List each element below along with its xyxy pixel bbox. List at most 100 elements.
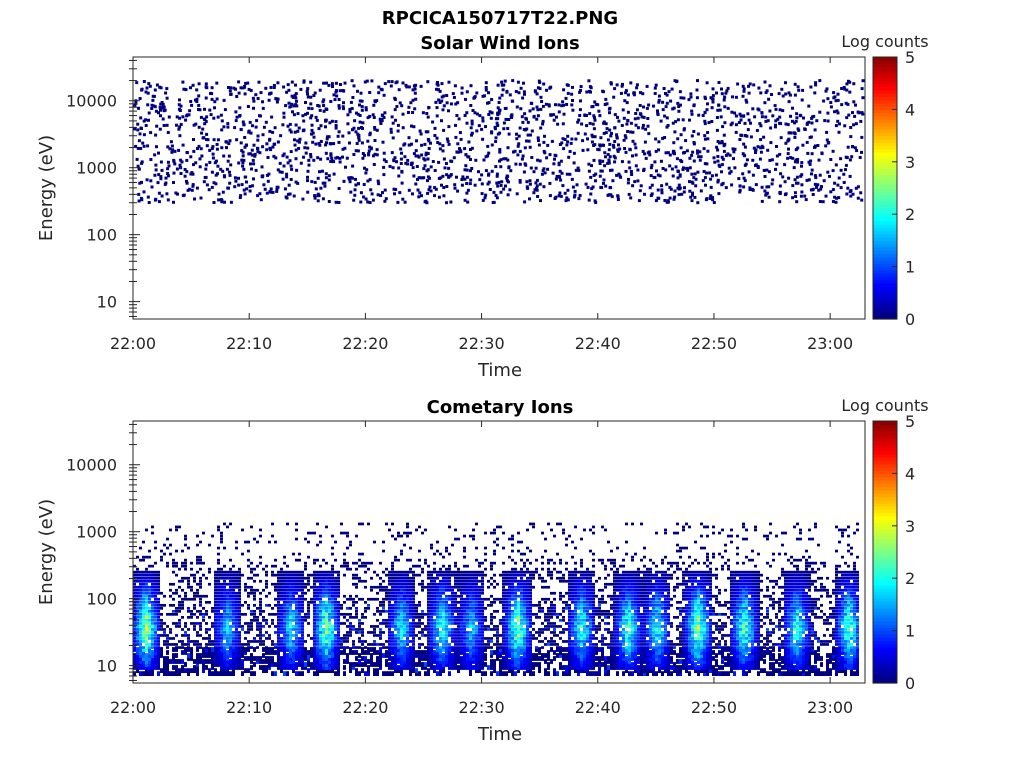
spectrogram-cell	[259, 534, 262, 538]
spectrogram-cell	[617, 143, 620, 147]
spectrogram-cell	[223, 585, 226, 589]
spectrogram-cell	[397, 646, 400, 649]
spectrogram-cell	[463, 198, 467, 202]
spectrogram-cell	[262, 125, 266, 129]
spectrogram-cell	[403, 573, 406, 577]
spectrogram-cell	[568, 150, 572, 153]
spectrogram-cell	[142, 597, 145, 601]
spectrogram-cell	[658, 174, 662, 178]
spectrogram-cell	[256, 564, 259, 568]
spectrogram-cell	[241, 628, 244, 631]
spectrogram-cell	[859, 191, 863, 195]
spectrogram-cell	[811, 115, 814, 119]
spectrogram-cell	[456, 150, 460, 154]
spectrogram-cell	[283, 591, 286, 595]
spectrogram-cell	[139, 127, 143, 130]
spectrogram-cell	[298, 579, 301, 583]
spectrogram-cell	[456, 101, 460, 105]
spectrogram-cell	[793, 121, 797, 125]
spectrogram-cell	[495, 121, 499, 125]
spectrogram-cell	[151, 628, 154, 631]
spectrogram-cell	[403, 622, 406, 625]
spectrogram-cell	[214, 604, 217, 607]
spectrogram-cell	[220, 604, 223, 607]
spectrogram-cell	[500, 93, 504, 97]
spectrogram-cell	[409, 659, 412, 664]
spectrogram-cell	[274, 573, 277, 577]
spectrogram-cell	[247, 594, 250, 598]
spectrogram-cell	[199, 594, 202, 598]
spectrogram-cell	[501, 88, 505, 92]
spectrogram-cell	[723, 121, 727, 125]
spectrogram-cell	[525, 180, 529, 184]
spectrogram-cell	[328, 604, 331, 607]
spectrogram-cell	[292, 597, 295, 601]
spectrogram-cell	[328, 597, 331, 601]
colorbar-swatch	[873, 148, 897, 153]
spectrogram-cell	[686, 167, 690, 171]
spectrogram-cell	[861, 79, 865, 83]
spectrogram-cell	[811, 187, 815, 191]
spectrogram-cell	[148, 585, 151, 589]
spectrogram-cell	[486, 144, 490, 148]
spectrogram-cell	[664, 105, 668, 109]
spectrogram-cell	[332, 172, 336, 176]
spectrogram-cell	[229, 591, 232, 595]
spectrogram-cell	[388, 591, 391, 595]
spectrogram-cell	[348, 180, 352, 184]
spectrogram-cell	[444, 162, 448, 165]
spectrogram-cell	[483, 94, 486, 98]
spectrogram-cell	[169, 628, 172, 631]
spectrogram-cell	[768, 109, 772, 113]
spectrogram-cell	[397, 656, 400, 661]
colorbar-swatch	[873, 243, 897, 248]
spectrogram-cell	[536, 136, 540, 140]
spectrogram-cell	[194, 161, 198, 165]
spectrogram-cell	[261, 145, 265, 149]
spectrogram-cell	[157, 659, 160, 664]
spectrogram-cell	[268, 604, 271, 607]
spectrogram-cell	[814, 83, 818, 87]
spectrogram-cell	[178, 622, 181, 625]
spectrogram-cell	[196, 662, 199, 667]
spectrogram-cell	[642, 169, 646, 172]
spectrogram-cell	[197, 144, 201, 148]
spectrogram-cell	[239, 141, 243, 145]
spectrogram-cell	[409, 594, 412, 598]
spectrogram-cell	[226, 650, 229, 655]
spectrogram-cell	[711, 100, 715, 104]
spectrogram-cell	[388, 616, 391, 619]
spectrogram-cell	[507, 132, 511, 136]
spectrogram-cell	[341, 147, 345, 151]
spectrogram-cell	[565, 172, 569, 176]
spectrogram-cell	[649, 166, 653, 170]
spectrogram-cell	[157, 634, 160, 637]
spectrogram-cell	[235, 653, 238, 658]
spectrogram-cell	[525, 139, 528, 143]
spectrogram-cell	[322, 653, 325, 658]
spectrogram-cell	[307, 588, 310, 592]
spectrogram-cell	[313, 650, 316, 655]
spectrogram-cell	[274, 582, 277, 586]
spectrogram-cell	[667, 200, 670, 204]
spectrogram-cell	[334, 200, 338, 204]
spectrogram-cell	[679, 96, 683, 100]
spectrogram-cell	[440, 119, 443, 123]
spectrogram-cell	[262, 640, 265, 643]
spectrogram-cell	[253, 597, 256, 601]
spectrogram-cell	[149, 158, 153, 161]
spectrogram-cell	[355, 613, 358, 616]
colorbar-swatch	[873, 302, 897, 307]
spectrogram-cell	[337, 106, 341, 110]
spectrogram-cell	[418, 653, 421, 658]
spectrogram-cell	[322, 643, 325, 646]
spectrogram-cell	[833, 110, 836, 114]
spectrogram-cell	[256, 138, 260, 142]
spectrogram-cell	[674, 165, 678, 169]
spectrogram-cell	[202, 594, 205, 598]
spectrogram-cell	[175, 671, 178, 676]
spectrogram-cell	[148, 659, 151, 664]
spectrogram-cell	[711, 196, 715, 200]
spectrogram-cell	[217, 591, 220, 595]
spectrogram-cell	[148, 646, 151, 649]
